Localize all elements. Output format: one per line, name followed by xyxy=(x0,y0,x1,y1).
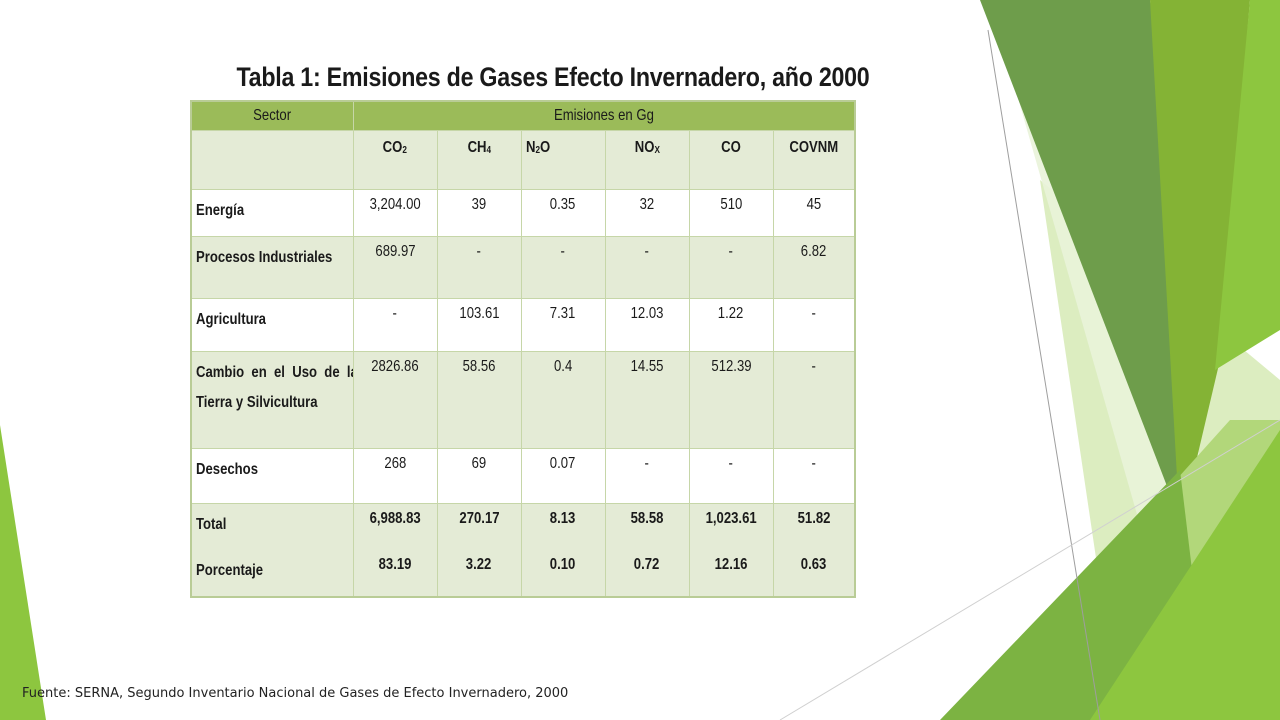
thin-diagonal-line-1 xyxy=(987,29,1101,720)
cell-value: 1.22 xyxy=(718,305,744,322)
cell-value: 0.35 xyxy=(550,196,576,213)
total-value: 270.17 xyxy=(458,510,500,527)
cell-value: 6.82 xyxy=(800,243,827,260)
source-citation: Fuente: SERNA, Segundo Inventario Nacion… xyxy=(22,686,569,701)
cell-value: 510 xyxy=(720,196,742,213)
cell-value: - xyxy=(811,305,816,322)
header-sector: Sector xyxy=(190,100,354,131)
cell-value: - xyxy=(811,455,816,472)
cell-value: - xyxy=(476,243,482,260)
cell-value: - xyxy=(560,243,566,260)
cell-value: 69 xyxy=(471,455,487,472)
cell-value: 0.4 xyxy=(553,358,573,375)
cell-value: 39 xyxy=(471,196,487,213)
sector-label: Energía xyxy=(196,202,245,219)
cell-value: - xyxy=(644,455,650,472)
cell-value: 45 xyxy=(806,196,822,213)
cell-value: 12.03 xyxy=(630,305,664,322)
table-row-energia: Energía 3,204.00 39 0.35 32 510 45 xyxy=(190,189,856,237)
emissions-table: Sector Emisiones en Gg CO2 CH4 N2O NOX C… xyxy=(190,100,856,598)
cell-value: 32 xyxy=(639,196,655,213)
percentage-value: 0.10 xyxy=(550,556,576,573)
total-value: 8.13 xyxy=(550,510,576,527)
total-value: 1,023.61 xyxy=(705,510,757,527)
percentage-value: 83.19 xyxy=(378,556,412,573)
table-row-cambio-uso: Cambio en el Uso de la Tierra y Silvicul… xyxy=(190,351,856,449)
left-green-wedge xyxy=(0,425,46,720)
sector-label-line2: Tierra y Silvicultura xyxy=(196,394,318,411)
percentage-value: 0.63 xyxy=(800,556,827,573)
thin-diagonal-line-2 xyxy=(779,419,1280,720)
percentage-value: 0.72 xyxy=(634,556,660,573)
table-row-porcentaje: Porcentaje 83.19 3.22 0.10 0.72 12.16 0.… xyxy=(190,550,856,598)
total-value: 6,988.83 xyxy=(369,510,421,527)
cell-value: 2826.86 xyxy=(371,358,419,375)
table-title: Tabla 1: Emisiones de Gases Efecto Inver… xyxy=(236,62,870,92)
col-header-n2o: N2O xyxy=(520,130,606,190)
col-header-covnm: COVNM xyxy=(772,130,856,190)
percentage-value: 12.16 xyxy=(714,556,748,573)
col-header-ch4: CH4 xyxy=(436,130,522,190)
right-dark-band xyxy=(980,0,1200,520)
header-emissions-group: Emisiones en Gg xyxy=(352,100,856,131)
cell-value: 103.61 xyxy=(458,305,500,322)
right-bright-strip xyxy=(1215,0,1280,370)
table-row-procesos: Procesos Industriales 689.97 - - - - 6.8… xyxy=(190,236,856,299)
sector-label: Procesos Industriales xyxy=(196,249,333,266)
col-header-co2: CO2 xyxy=(352,130,438,190)
cell-value: - xyxy=(728,455,734,472)
sector-label: Agricultura xyxy=(196,311,266,328)
percentage-value: 3.22 xyxy=(466,556,492,573)
percentage-label: Porcentaje xyxy=(196,562,264,579)
col-header-nox: NOX xyxy=(604,130,690,190)
cell-value: 14.55 xyxy=(630,358,664,375)
header-row-gases: CO2 CH4 N2O NOX CO COVNM xyxy=(190,130,856,190)
sector-label-line1: Cambio en el Uso de la xyxy=(196,364,353,381)
cell-value: 58.56 xyxy=(462,358,496,375)
header-row-group: Sector Emisiones en Gg xyxy=(190,100,856,131)
cell-value: 512.39 xyxy=(710,358,752,375)
table-row-total: Total 6,988.83 270.17 8.13 58.58 1,023.6… xyxy=(190,503,856,550)
col-header-co: CO xyxy=(688,130,774,190)
bottom-bright-triangle xyxy=(1090,430,1280,720)
table-row-desechos: Desechos 268 69 0.07 - - - xyxy=(190,448,856,504)
header-empty-cell xyxy=(190,130,354,190)
cell-value: 7.31 xyxy=(550,305,576,322)
right-green-band xyxy=(1150,0,1250,530)
cell-value: 268 xyxy=(384,455,406,472)
cell-value: 3,204.00 xyxy=(369,196,421,213)
sector-label: Desechos xyxy=(196,461,258,478)
cell-value: - xyxy=(728,243,734,260)
cell-value: - xyxy=(392,305,398,322)
table-row-agricultura: Agricultura - 103.61 7.31 12.03 1.22 - xyxy=(190,298,856,352)
cell-value: 0.07 xyxy=(550,455,576,472)
total-label: Total xyxy=(196,516,227,533)
total-value: 51.82 xyxy=(797,510,831,527)
cell-value: - xyxy=(811,358,816,375)
cell-value: - xyxy=(644,243,650,260)
total-value: 58.58 xyxy=(630,510,664,527)
cell-value: 689.97 xyxy=(374,243,416,260)
